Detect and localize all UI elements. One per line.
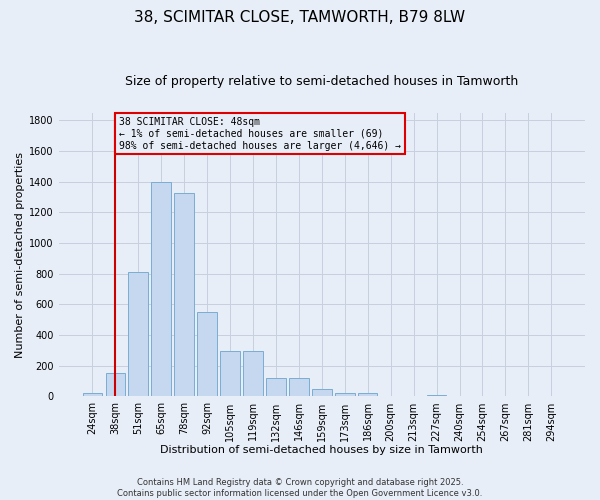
Bar <box>358 392 377 396</box>
Text: 38, SCIMITAR CLOSE, TAMWORTH, B79 8LW: 38, SCIMITAR CLOSE, TAMWORTH, B79 8LW <box>134 10 466 25</box>
Bar <box>83 394 102 396</box>
Y-axis label: Number of semi-detached properties: Number of semi-detached properties <box>15 152 25 358</box>
Bar <box>266 378 286 396</box>
Bar <box>106 374 125 396</box>
X-axis label: Distribution of semi-detached houses by size in Tamworth: Distribution of semi-detached houses by … <box>160 445 483 455</box>
Bar <box>335 392 355 396</box>
Bar <box>289 378 308 396</box>
Bar <box>175 192 194 396</box>
Bar <box>220 351 240 397</box>
Bar <box>197 312 217 396</box>
Bar <box>312 389 332 396</box>
Text: Contains HM Land Registry data © Crown copyright and database right 2025.
Contai: Contains HM Land Registry data © Crown c… <box>118 478 482 498</box>
Title: Size of property relative to semi-detached houses in Tamworth: Size of property relative to semi-detach… <box>125 75 518 88</box>
Bar <box>243 351 263 397</box>
Bar <box>151 182 171 396</box>
Text: 38 SCIMITAR CLOSE: 48sqm
← 1% of semi-detached houses are smaller (69)
98% of se: 38 SCIMITAR CLOSE: 48sqm ← 1% of semi-de… <box>119 118 401 150</box>
Bar <box>427 395 446 396</box>
Bar <box>128 272 148 396</box>
